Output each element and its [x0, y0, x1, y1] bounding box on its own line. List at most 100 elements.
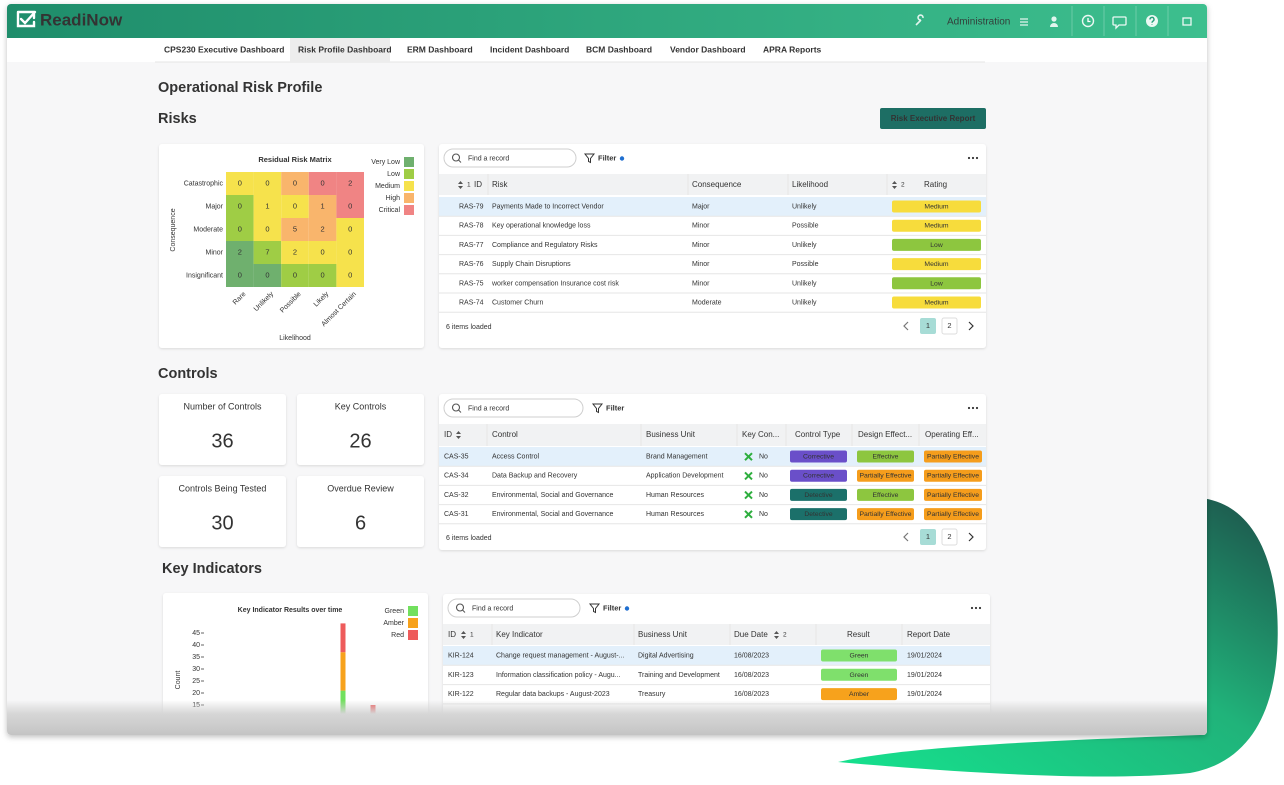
- matrix-cell: [308, 172, 337, 195]
- column-header[interactable]: Consequence: [692, 180, 742, 189]
- legend-label: Medium: [375, 183, 400, 190]
- column-header[interactable]: Risk: [492, 180, 509, 189]
- search-box[interactable]: [443, 398, 584, 418]
- search-box[interactable]: [443, 148, 577, 168]
- cell: 16/08/2023: [734, 691, 769, 698]
- cell: 19/01/2024: [907, 653, 942, 660]
- page-button[interactable]: [941, 528, 958, 546]
- filter-button[interactable]: Filter: [606, 403, 624, 412]
- legend-swatch: [404, 181, 414, 191]
- cell: Compliance and Regulatory Risks: [492, 242, 598, 249]
- more-menu[interactable]: [967, 406, 971, 410]
- more-menu[interactable]: [978, 606, 982, 610]
- column-header[interactable]: Business Unit: [638, 630, 688, 639]
- page-button-active[interactable]: [920, 318, 936, 334]
- items-loaded: 6 items loaded: [446, 324, 492, 331]
- sort-icon: [461, 631, 466, 639]
- badge-label: Detective: [804, 492, 833, 499]
- badge: [857, 488, 914, 501]
- report-button[interactable]: [880, 108, 986, 129]
- pager-next[interactable]: [968, 321, 974, 331]
- admin-menu[interactable]: Administration: [947, 17, 1010, 28]
- badge: [857, 450, 914, 463]
- badge-label: Partially Effective: [859, 511, 911, 518]
- tab[interactable]: APRA Reports: [763, 44, 822, 54]
- cell[interactable]: CAS-31: [444, 511, 469, 518]
- legend-swatch: [408, 606, 418, 616]
- column-header[interactable]: Operating Eff...: [925, 430, 979, 439]
- tab[interactable]: ERM Dashboard: [407, 44, 473, 54]
- more-menu[interactable]: [971, 156, 975, 160]
- tools-icon[interactable]: [915, 14, 924, 26]
- expand-icon[interactable]: [1182, 17, 1192, 26]
- cell[interactable]: RAS-74: [459, 300, 484, 307]
- tab[interactable]: CPS230 Executive Dashboard: [164, 44, 284, 54]
- tab[interactable]: Vendor Dashboard: [670, 44, 746, 54]
- report-button-label[interactable]: Risk Executive Report: [891, 114, 976, 123]
- items-loaded: 6 items loaded: [446, 535, 492, 542]
- section-heading: Key Indicators: [162, 561, 262, 577]
- more-menu[interactable]: [975, 156, 979, 160]
- cell[interactable]: RAS-76: [459, 261, 484, 268]
- column-header[interactable]: Business Unit: [646, 430, 696, 439]
- page-button-active[interactable]: [920, 529, 936, 545]
- cell[interactable]: KIR-122: [448, 691, 474, 698]
- history-icon[interactable]: [1081, 14, 1095, 28]
- menu-icon[interactable]: [1020, 18, 1028, 26]
- search-box[interactable]: [447, 598, 581, 618]
- matrix-cell: [308, 195, 337, 218]
- cell[interactable]: CAS-35: [444, 454, 469, 461]
- column-header[interactable]: Likelihood: [792, 180, 828, 189]
- cell[interactable]: CAS-34: [444, 473, 469, 480]
- column-header[interactable]: ID: [474, 180, 482, 189]
- cell[interactable]: RAS-79: [459, 204, 484, 211]
- filter-icon[interactable]: [583, 153, 596, 164]
- badge-label: Low: [930, 280, 943, 287]
- badge: [790, 450, 847, 463]
- tab[interactable]: Incident Dashboard: [490, 44, 569, 54]
- cell: Unlikely: [792, 242, 817, 249]
- column-header[interactable]: Control: [492, 430, 518, 439]
- pager-prev[interactable]: [903, 321, 909, 331]
- cell[interactable]: KIR-124: [448, 653, 474, 660]
- column-header[interactable]: Key Indicator: [496, 630, 543, 639]
- cell[interactable]: RAS-75: [459, 280, 484, 287]
- more-menu[interactable]: [974, 606, 978, 610]
- column-header[interactable]: Design Effect...: [858, 430, 912, 439]
- more-menu[interactable]: [970, 606, 974, 610]
- column-header[interactable]: Key Con...: [742, 430, 779, 439]
- column-header[interactable]: Rating: [924, 180, 947, 189]
- column-header[interactable]: ID: [448, 630, 456, 639]
- filter-icon[interactable]: [591, 403, 604, 414]
- cell: Human Resources: [646, 492, 704, 499]
- user-icon[interactable]: [1051, 16, 1057, 22]
- column-header[interactable]: Control Type: [795, 430, 841, 439]
- column-header[interactable]: Report Date: [907, 630, 951, 639]
- cell: Treasury: [638, 691, 666, 698]
- matrix-cell: [336, 195, 364, 218]
- more-menu[interactable]: [967, 156, 971, 160]
- cell[interactable]: RAS-77: [459, 242, 484, 249]
- more-menu[interactable]: [975, 406, 979, 410]
- cell[interactable]: RAS-78: [459, 223, 484, 230]
- column-header[interactable]: Due Date: [734, 630, 768, 639]
- pager-prev[interactable]: [903, 532, 909, 542]
- cell[interactable]: CAS-32: [444, 492, 469, 499]
- filter-button[interactable]: Filter: [603, 603, 621, 612]
- tab[interactable]: Risk Profile Dashboard: [298, 44, 392, 54]
- more-menu[interactable]: [971, 406, 975, 410]
- matrix-cell: [336, 172, 364, 195]
- chat-icon[interactable]: [1112, 16, 1127, 30]
- filter-button[interactable]: Filter: [598, 153, 616, 162]
- tab-active: [290, 38, 390, 62]
- cell: Minor: [692, 261, 710, 268]
- pager-next[interactable]: [968, 532, 974, 542]
- page-button[interactable]: [941, 317, 958, 335]
- filter-icon[interactable]: [588, 603, 601, 614]
- column-header[interactable]: Result: [847, 630, 870, 639]
- column-header[interactable]: ID: [444, 430, 452, 439]
- cell[interactable]: KIR-123: [448, 672, 474, 679]
- matrix-value: 2: [238, 247, 242, 256]
- tab[interactable]: BCM Dashboard: [586, 44, 652, 54]
- matrix-cell: [226, 264, 254, 287]
